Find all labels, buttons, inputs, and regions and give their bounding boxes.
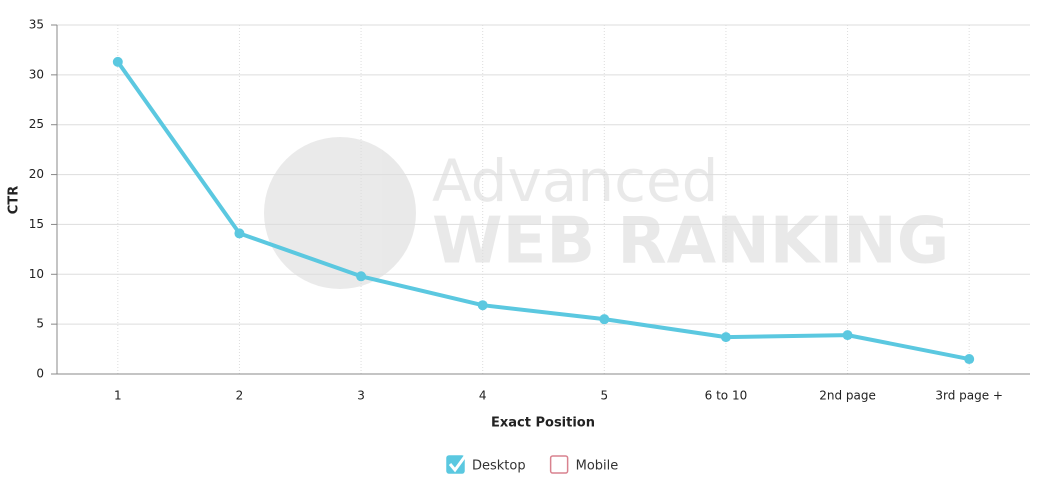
x-tick-label: 6 to 10 [705,389,748,403]
y-tick-label: 35 [29,18,44,32]
data-point [112,56,123,67]
legend-checkbox [549,455,569,474]
legend-item[interactable]: Desktop [446,454,526,474]
legend-checkbox [446,455,465,474]
x-tick-label: 1 [114,389,122,403]
x-tick-label: 4 [479,389,487,403]
data-point [234,228,245,239]
series-line [116,60,970,362]
y-tick-label: 0 [36,367,44,381]
x-tick-label: 3rd page + [935,389,1003,403]
data-point [599,314,610,325]
y-tick-label: 5 [36,317,44,331]
legend-item[interactable]: Mobile [549,455,619,474]
x-axis-label: Exact Position [491,416,595,431]
data-point [842,330,853,341]
x-tick-label: 5 [600,389,608,403]
y-tick-label: 10 [29,267,44,281]
legend-label: Desktop [472,459,526,474]
x-tick-label: 3 [357,389,365,403]
y-tick-label: 30 [29,67,44,81]
x-tick-label: 2 [236,389,244,403]
legend-label: Mobile [576,459,619,474]
watermark-globe [264,137,416,289]
watermark-text: WEB RANKING [432,205,949,279]
data-point [720,332,731,343]
y-tick-label: 25 [29,117,44,131]
watermark-text: Advanced [432,147,719,215]
legend-checkmark [448,454,468,473]
y-tick-label: 20 [29,167,44,181]
y-tick-label: 15 [29,217,44,231]
y-axis-label: CTR [7,186,22,214]
data-point [356,271,367,282]
data-point [964,354,975,365]
x-tick-label: 2nd page [819,389,876,403]
data-point [477,300,488,311]
